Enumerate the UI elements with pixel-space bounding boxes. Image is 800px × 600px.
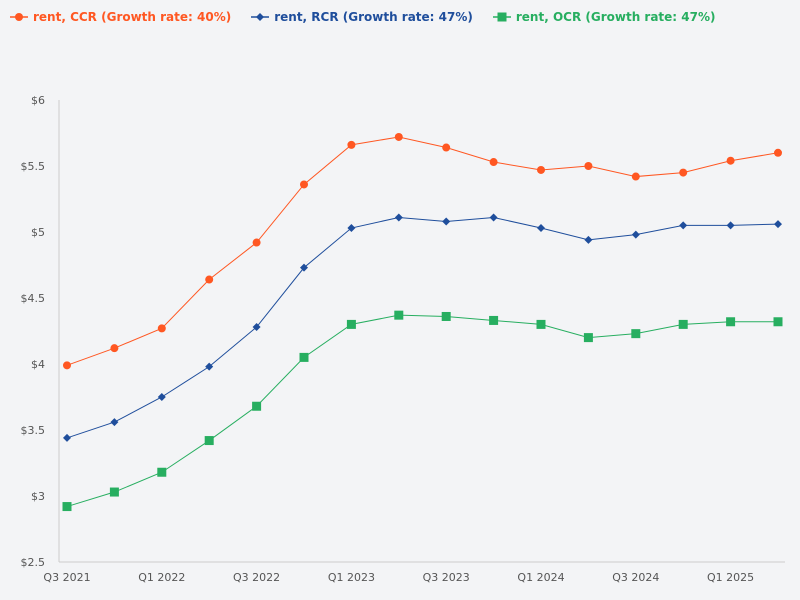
- series-line: [66, 136, 779, 366]
- legend-marker: [256, 13, 265, 21]
- data-point: [537, 165, 545, 174]
- data-point: [726, 221, 735, 230]
- x-tick-label: Q3 2021: [43, 571, 90, 584]
- data-point: [631, 230, 640, 239]
- data-point: [205, 275, 214, 284]
- x-tick-label: Q1 2025: [707, 571, 754, 584]
- y-tick-label: $5: [31, 226, 45, 239]
- data-point: [204, 436, 214, 446]
- series-line: [66, 314, 778, 508]
- x-tick-label: Q3 2023: [423, 571, 470, 584]
- legend-label: rent, OCR (Growth rate: 47%): [515, 10, 716, 24]
- data-point: [442, 217, 451, 226]
- data-point: [631, 172, 640, 181]
- data-point: [110, 418, 119, 427]
- y-tick-label: $4: [31, 358, 45, 371]
- data-point: [109, 487, 119, 497]
- x-tick-label: Q1 2024: [517, 571, 564, 584]
- y-tick-label: $3: [31, 490, 45, 503]
- data-point: [537, 224, 545, 233]
- series-line: [66, 216, 779, 439]
- legend-marker-icon: [10, 13, 28, 21]
- data-point: [394, 310, 404, 320]
- y-tick-label: $4.5: [21, 292, 46, 305]
- data-point: [442, 143, 451, 152]
- series-1: [63, 213, 782, 442]
- data-point: [63, 361, 71, 370]
- legend-label: rent, CCR (Growth rate: 40%): [33, 10, 232, 24]
- legend-item[interactable]: rent, CCR (Growth rate: 40%): [10, 10, 231, 24]
- data-point: [394, 213, 403, 222]
- data-point: [205, 362, 214, 371]
- data-point: [347, 224, 356, 233]
- data-point: [157, 393, 166, 401]
- data-point: [394, 132, 403, 141]
- data-point: [299, 352, 309, 362]
- data-point: [252, 401, 262, 411]
- data-point: [300, 180, 308, 189]
- data-point: [726, 156, 735, 165]
- y-tick-label: $3.5: [21, 424, 46, 437]
- data-point: [489, 315, 499, 325]
- data-point: [489, 158, 498, 167]
- data-point: [157, 467, 167, 477]
- data-point: [63, 433, 71, 442]
- legend-marker-icon: [251, 13, 270, 21]
- data-point: [678, 319, 688, 329]
- data-point: [441, 311, 451, 321]
- data-point: [489, 213, 498, 222]
- data-point: [773, 317, 783, 327]
- data-point: [252, 323, 261, 332]
- x-tick-label: Q1 2023: [328, 571, 375, 584]
- y-tick-label: $6: [31, 94, 45, 107]
- data-point: [300, 263, 308, 272]
- x-tick-label: Q3 2022: [233, 571, 280, 584]
- y-tick-label: $2.5: [21, 556, 46, 569]
- data-point: [584, 235, 593, 244]
- y-tick-label: $5.5: [21, 160, 46, 173]
- data-point: [583, 333, 593, 343]
- data-point: [631, 329, 641, 339]
- data-point: [346, 319, 356, 329]
- data-point: [62, 502, 72, 512]
- data-point: [157, 324, 166, 333]
- data-point: [536, 319, 546, 329]
- data-point: [726, 317, 736, 327]
- legend-marker: [497, 12, 507, 22]
- series-0: [63, 132, 782, 370]
- data-point: [679, 221, 688, 230]
- data-point: [584, 162, 593, 170]
- data-point: [347, 140, 356, 149]
- legend-item[interactable]: rent, OCR (Growth rate: 47%): [492, 10, 716, 24]
- legend: rent, CCR (Growth rate: 40%) rent, RCR (G…: [10, 10, 716, 24]
- data-point: [774, 220, 782, 229]
- series-2: [62, 310, 783, 512]
- x-tick-label: Q1 2022: [138, 571, 185, 584]
- data-point: [252, 238, 261, 247]
- x-tick-label: Q3 2024: [612, 571, 659, 584]
- data-point: [679, 168, 688, 177]
- legend-item[interactable]: rent, RCR (Growth rate: 47%): [251, 10, 473, 24]
- legend-marker: [15, 13, 23, 21]
- legend-marker-icon: [492, 12, 511, 22]
- data-point: [110, 344, 119, 353]
- data-point: [774, 148, 782, 157]
- legend-label: rent, RCR (Growth rate: 47%): [274, 10, 473, 24]
